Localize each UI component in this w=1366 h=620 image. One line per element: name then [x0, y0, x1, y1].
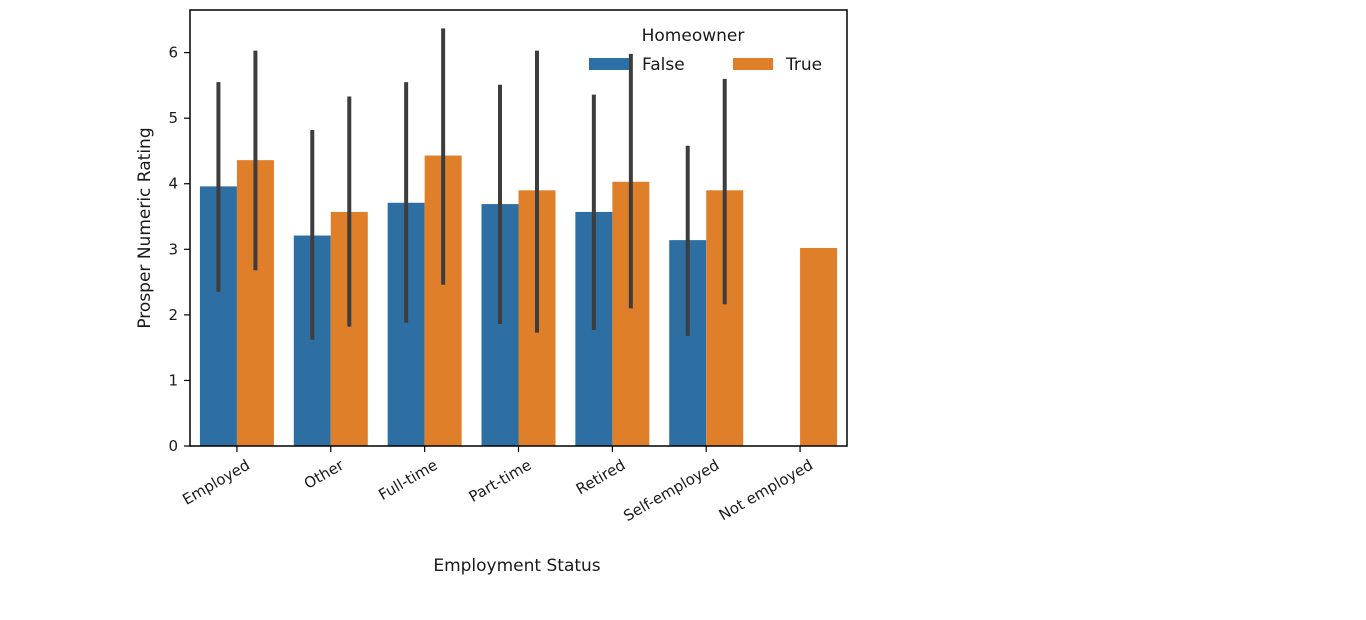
x-tick-label: Self-employed [620, 456, 722, 525]
y-tick-label: 5 [168, 109, 178, 127]
y-tick-label: 3 [168, 240, 178, 258]
legend-swatch-true [733, 58, 773, 70]
y-tick-label: 0 [168, 437, 178, 455]
x-axis: Employed Other Full-time Part-time RetiredSe… [179, 446, 816, 525]
x-tick-label: Part-time [466, 456, 535, 506]
y-axis: 0 1 2 3 4 5 6 [168, 44, 190, 455]
error-bars-layer [216, 28, 727, 340]
bars-layer [199, 155, 838, 446]
y-tick-label: 6 [168, 44, 178, 62]
x-tick-label: Full-time [375, 456, 440, 504]
legend: Homeowner False True [589, 26, 822, 75]
x-tick-label: Not employed [716, 456, 816, 524]
legend-title: Homeowner [642, 26, 745, 46]
y-tick-label: 4 [168, 175, 178, 193]
y-tick-label: 2 [168, 306, 178, 324]
legend-label-false: False [642, 55, 685, 75]
x-tick-label: Employed [179, 456, 253, 509]
x-axis-label: Employment Status [433, 556, 600, 576]
bar-true-not-employed [800, 247, 838, 446]
y-tick-label: 1 [168, 371, 178, 389]
legend-label-true: True [785, 55, 822, 75]
legend-swatch-false [589, 58, 629, 70]
y-axis-label: Prosper Numeric Rating [135, 127, 155, 328]
x-tick-label: Other [301, 455, 348, 492]
x-tick-label: Retired [573, 456, 628, 498]
